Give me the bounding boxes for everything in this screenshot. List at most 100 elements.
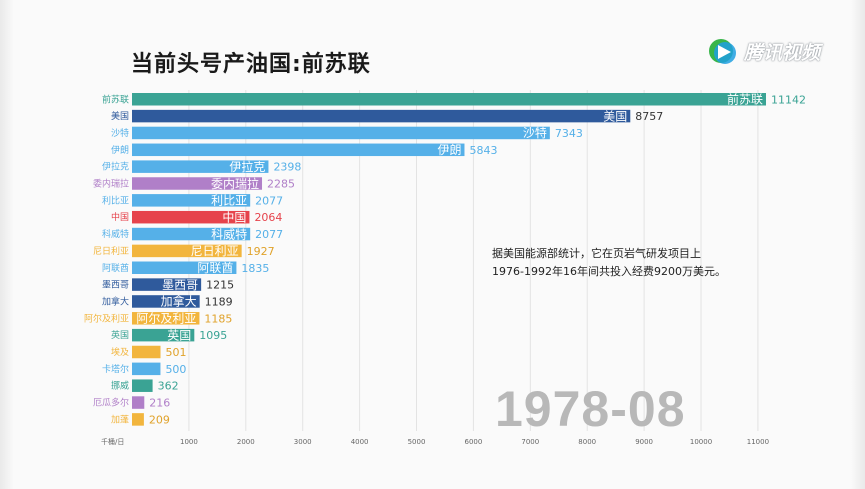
bar-inner-label: 美国 <box>603 109 627 123</box>
bar-inner-label: 科威特 <box>211 226 247 241</box>
x-tick-label: 6000 <box>464 438 482 446</box>
bar-row: 科威特 科威特 2077 <box>102 226 283 241</box>
bar-inner-label: 加拿大 <box>161 294 197 309</box>
category-label: 美国 <box>111 110 129 122</box>
bar-row: 美国 美国 8757 <box>111 109 663 123</box>
bar <box>132 295 200 308</box>
value-label: 1095 <box>199 329 227 342</box>
bar-inner-label: 阿尔及利亚 <box>136 311 196 326</box>
chart-title: 当前头号产油国:前苏联 <box>131 52 371 77</box>
bar-inner-label: 伊朗 <box>437 143 461 157</box>
annotation-text: 据美国能源部统计，它在页岩气研发项目上1976-1992年16年间共投入经费92… <box>492 247 726 278</box>
bar-inner-label: 伊拉克 <box>229 159 265 174</box>
value-label: 216 <box>149 397 170 410</box>
category-label: 前苏联 <box>102 93 129 105</box>
bar <box>132 126 550 140</box>
value-label: 1835 <box>241 262 269 275</box>
category-label: 英国 <box>111 329 129 341</box>
x-tick-label: 8000 <box>578 438 596 446</box>
bar-row: 沙特 沙特 7343 <box>111 125 583 140</box>
category-label: 挪威 <box>111 380 129 392</box>
bar-inner-label: 英国 <box>167 328 191 342</box>
value-label: 501 <box>166 346 187 359</box>
x-tick-label: 1000 <box>180 438 198 446</box>
value-label: 1189 <box>205 295 233 308</box>
bar <box>132 93 766 106</box>
bar-inner-label: 尼日利亚 <box>191 244 239 258</box>
date-display: 1978-08 <box>495 381 686 437</box>
value-label: 5843 <box>469 144 497 157</box>
bar-row: 墨西哥 墨西哥 1215 <box>102 278 234 292</box>
bar-row: 伊拉克 伊拉克 2398 <box>102 159 301 174</box>
bar-row: 利比亚 利比亚 2077 <box>102 194 283 208</box>
value-label: 8757 <box>635 110 663 123</box>
bar-row: 委内瑞拉 委内瑞拉 2285 <box>93 176 295 191</box>
bar <box>132 227 251 241</box>
category-label: 中国 <box>111 211 129 223</box>
x-tick-label: 10000 <box>690 438 712 446</box>
bar-row: 加蓬 209 <box>111 413 170 426</box>
value-label: 2398 <box>273 161 301 174</box>
bar-row: 加拿大 加拿大 1189 <box>102 294 233 309</box>
bar-row: 厄瓜多尔 216 <box>93 396 170 410</box>
bar-inner-label: 沙特 <box>523 125 547 140</box>
bar-row: 中国 中国 2064 <box>111 209 282 224</box>
bar <box>132 345 161 359</box>
left-edge-shade <box>0 0 14 489</box>
category-label: 墨西哥 <box>102 280 129 291</box>
bar-row: 挪威 362 <box>111 379 179 393</box>
category-label: 伊拉克 <box>102 161 129 173</box>
bar <box>132 396 145 409</box>
bar-inner-label: 利比亚 <box>211 194 247 208</box>
bar <box>132 177 263 190</box>
bar-inner-label: 中国 <box>222 209 246 224</box>
bar <box>132 194 251 207</box>
logo <box>709 39 736 64</box>
bar-row: 阿联酋 阿联酋 1835 <box>102 260 269 275</box>
category-label: 卡塔尔 <box>102 363 129 375</box>
category-label: 委内瑞拉 <box>93 178 129 190</box>
value-label: 2077 <box>255 228 283 241</box>
bar <box>132 328 195 342</box>
x-tick-label: 9000 <box>635 438 653 446</box>
value-label: 7343 <box>555 127 583 140</box>
bar <box>132 278 202 291</box>
bar-row: 尼日利亚 尼日利亚 1927 <box>93 244 275 258</box>
bar-row: 前苏联 前苏联 11142 <box>102 92 806 107</box>
category-label: 埃及 <box>111 346 129 358</box>
value-label: 11142 <box>771 93 806 106</box>
x-tick-label: 11000 <box>747 438 769 446</box>
value-label: 2285 <box>267 178 295 191</box>
category-label: 加蓬 <box>111 413 129 425</box>
bar <box>132 143 465 157</box>
category-label: 利比亚 <box>102 194 129 206</box>
category-label: 沙特 <box>111 127 129 139</box>
value-label: 1215 <box>206 279 234 292</box>
value-label: 362 <box>158 380 179 393</box>
value-label: 500 <box>165 363 186 376</box>
x-tick-label: 7000 <box>521 438 539 446</box>
category-label: 阿联酋 <box>102 262 129 274</box>
value-label: 1927 <box>247 245 275 258</box>
play-icon <box>709 39 736 64</box>
right-edge-shade <box>851 0 865 489</box>
value-label: 209 <box>149 413 170 426</box>
x-tick-label: 2000 <box>237 438 255 446</box>
bar <box>132 210 250 224</box>
bar-inner-label: 阿联酋 <box>197 260 233 275</box>
bar <box>132 379 153 392</box>
bar <box>132 261 237 274</box>
bar-inner-label: 墨西哥 <box>162 278 198 292</box>
bar-inner-label: 前苏联 <box>727 92 763 107</box>
x-tick-label: 4000 <box>351 438 369 446</box>
value-label: 2064 <box>254 211 282 224</box>
category-label: 尼日利亚 <box>93 245 129 257</box>
bar <box>132 362 161 376</box>
logo-text: 腾讯视频 <box>744 42 821 64</box>
bar-row: 伊朗 伊朗 5843 <box>111 143 497 157</box>
value-label: 1185 <box>204 312 232 325</box>
category-label: 伊朗 <box>111 144 129 156</box>
bar <box>132 244 242 258</box>
